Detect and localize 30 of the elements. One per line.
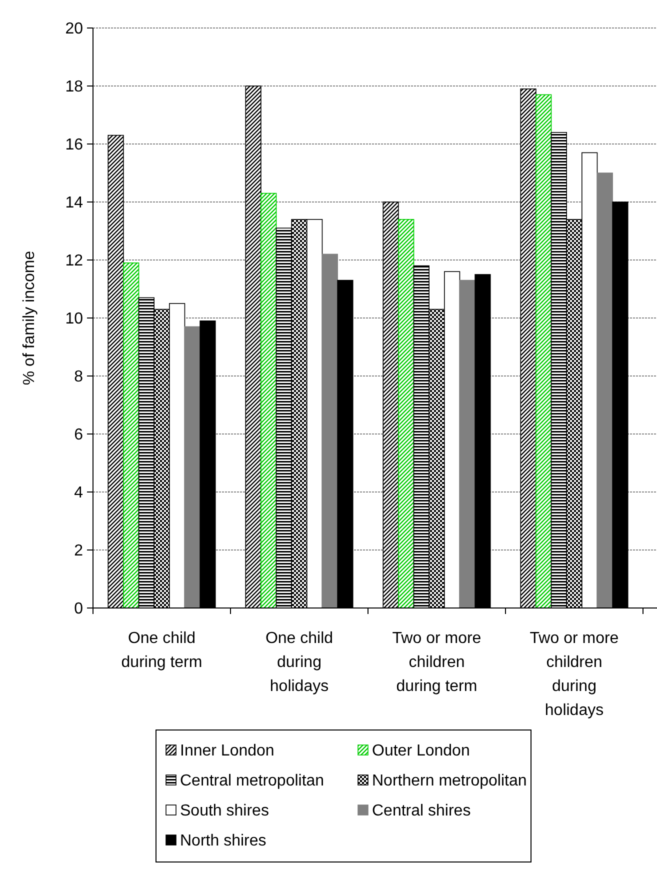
y-tick-label: 10: [65, 310, 84, 328]
bar: [596, 172, 613, 608]
x-tick-label: Two or more children during holidays: [530, 630, 619, 719]
legend-label: Central metropolitan: [180, 772, 324, 790]
legend-label: Northern metropolitan: [372, 772, 527, 790]
bar: [536, 94, 552, 608]
bar: [184, 326, 200, 608]
bar: [260, 192, 277, 608]
bar: [123, 262, 140, 608]
legend-label: Inner London: [180, 742, 274, 760]
y-tick-label: 4: [74, 484, 84, 502]
x-tick-label: One child during holidays: [265, 630, 334, 695]
y-tick-label: 18: [65, 78, 84, 96]
legend-label: North shires: [180, 832, 266, 850]
y-tick-label: 6: [74, 426, 84, 444]
legend-label: Central shires: [372, 802, 471, 820]
y-tick-label: 14: [65, 194, 84, 212]
legend-label: South shires: [180, 802, 269, 820]
bar: [398, 219, 414, 608]
y-tick-label: 2: [74, 542, 84, 560]
y-tick-label: 16: [65, 136, 84, 154]
y-tick-label: 8: [74, 368, 84, 386]
y-axis-title: % of family income: [21, 250, 38, 386]
y-tick-label: 12: [65, 252, 84, 270]
bar: [459, 280, 476, 608]
y-tick-label: 20: [65, 20, 84, 38]
x-tick-label: One child during term: [121, 630, 202, 671]
legend-label: Outer London: [372, 742, 470, 760]
x-tick-label: Two or more children during term: [392, 630, 482, 695]
y-tick-label: 0: [74, 600, 84, 618]
